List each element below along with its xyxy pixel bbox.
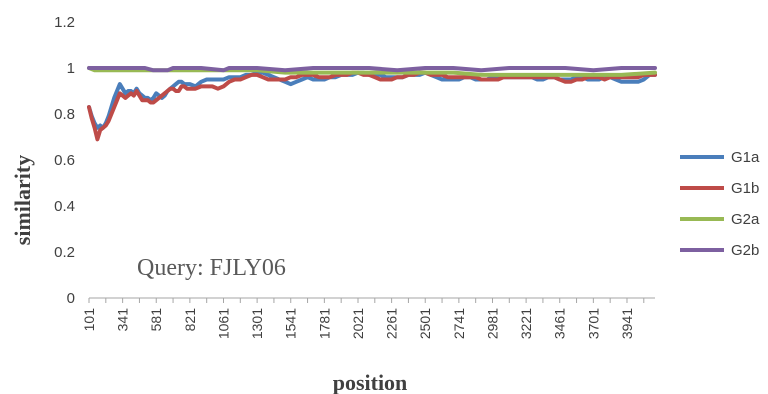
legend-label-g1a: G1a <box>731 149 760 166</box>
series-line-g2b <box>87 66 657 73</box>
x-tick-label: 581 <box>148 308 164 332</box>
y-tick-label: 1 <box>67 60 75 77</box>
x-tick-label: 3941 <box>619 308 635 339</box>
x-tick-label: 821 <box>182 308 198 332</box>
legend-label-g2a: G2a <box>731 211 760 228</box>
y-axis: 0 0.2 0.4 0.6 0.8 1 1.2 <box>54 14 75 307</box>
legend-label-g1b: G1b <box>731 180 759 197</box>
y-tick-label: 0.8 <box>54 106 75 123</box>
x-tick-label: 2981 <box>484 308 500 339</box>
x-tick-label: 2741 <box>451 308 467 339</box>
x-tick-label: 1781 <box>316 308 332 339</box>
y-tick-label: 1.2 <box>54 14 75 31</box>
series-line-g1b <box>87 70 657 142</box>
y-axis-title: similarity <box>10 155 35 245</box>
y-tick-label: 0.6 <box>54 152 75 169</box>
series-layer <box>87 66 657 142</box>
series-line-g2a <box>87 66 657 77</box>
x-tick-label: 341 <box>115 308 131 332</box>
x-tick-label: 2021 <box>350 308 366 339</box>
x-tick-label: 1541 <box>283 308 299 339</box>
query-annotation: Query: FJLY06 <box>137 255 286 281</box>
y-tick-label: 0 <box>67 290 75 307</box>
x-tick-label: 3461 <box>552 308 568 339</box>
y-tick-label: 0.4 <box>54 198 75 215</box>
x-axis-title: position <box>333 370 408 394</box>
y-tick-label: 0.2 <box>54 244 75 261</box>
x-tick-label: 3701 <box>585 308 601 339</box>
x-tick-label: 3221 <box>518 308 534 339</box>
x-tick-label: 101 <box>81 308 97 332</box>
x-tick-label: 1061 <box>215 308 231 339</box>
x-axis: 101 341 581 821 1061 1301 1541 1781 2021 2261 2501… <box>81 297 655 339</box>
x-tick-label: 1301 <box>249 308 265 339</box>
legend-label-g2b: G2b <box>731 242 759 259</box>
x-tick-label: 2501 <box>417 308 433 339</box>
legend: G1a G1b G2a G2b <box>680 149 760 259</box>
x-tick-label: 2261 <box>384 308 400 339</box>
